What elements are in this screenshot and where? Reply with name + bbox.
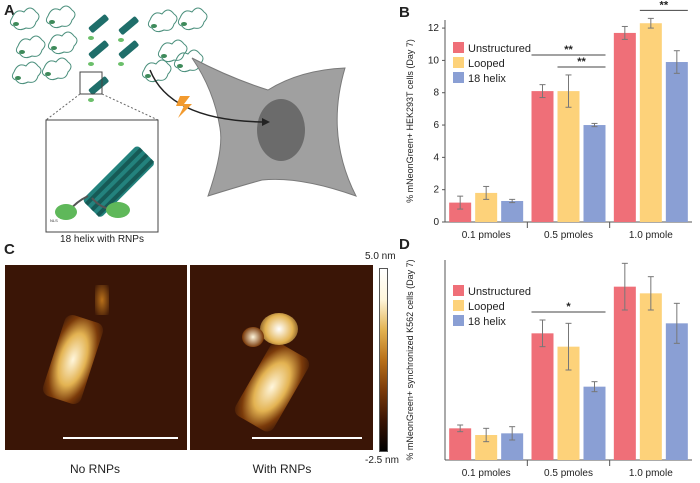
loaded-rnp-icons <box>141 7 208 83</box>
x-category-label: 0.1 pmoles <box>462 468 511 479</box>
bar <box>665 62 688 223</box>
afm-caption-no-rnps: No RNPs <box>69 462 120 476</box>
colorbar-min-label: -2.5 nm <box>365 455 399 466</box>
legend-swatch <box>453 72 464 83</box>
bar <box>449 202 472 222</box>
nucleus-icon <box>257 99 305 161</box>
legend-label: Looped <box>468 58 505 70</box>
bar <box>475 192 498 222</box>
panel-label-c: C <box>4 241 15 258</box>
bar <box>557 346 580 460</box>
nls-label: NLS <box>50 218 58 223</box>
bar <box>501 200 524 222</box>
y-tick-label: 2 <box>433 185 439 196</box>
y-tick-label: 6 <box>433 120 439 131</box>
chart-d-k562: % mNeonGreen+ synchronized K562 cells (D… <box>405 259 692 479</box>
bar <box>639 293 662 460</box>
bar <box>583 386 606 460</box>
scale-bar <box>63 437 178 439</box>
y-axis-label: % mNeonGreen+ HEK293T cells (Day 7) <box>405 39 415 203</box>
bar <box>501 433 524 460</box>
y-tick-label: 10 <box>428 55 440 66</box>
dna-origami-bundle-icon <box>88 13 140 102</box>
x-category-label: 0.5 pmoles <box>544 468 593 479</box>
bar <box>583 125 606 222</box>
bar <box>475 435 498 460</box>
panel-label-a: A <box>4 2 15 19</box>
rnp-complex-icon <box>9 5 78 85</box>
x-category-label: 1.0 pmole <box>629 468 673 479</box>
bar <box>531 333 554 460</box>
legend-label: Unstructured <box>468 43 531 55</box>
bar <box>613 32 636 222</box>
significance-marker: ** <box>577 56 586 68</box>
bar <box>665 323 688 460</box>
y-tick-label: 0 <box>433 217 439 228</box>
significance-marker: ** <box>660 0 669 11</box>
legend-label: Unstructured <box>468 286 531 298</box>
panel-label-d: D <box>399 236 410 253</box>
legend-swatch <box>453 315 464 326</box>
legend-label: Looped <box>468 301 505 313</box>
y-axis-label: % mNeonGreen+ synchronized K562 cells (D… <box>405 259 415 460</box>
bar <box>531 91 554 222</box>
x-category-label: 1.0 pmole <box>629 230 673 240</box>
bar <box>613 286 636 460</box>
bar <box>639 23 662 223</box>
colorbar-max-label: 5.0 nm <box>365 251 396 262</box>
inset-caption: 18 helix with RNPs <box>60 234 144 245</box>
scale-bar <box>252 437 362 439</box>
significance-marker: * <box>566 301 571 313</box>
significance-marker: ** <box>564 44 573 56</box>
legend-swatch <box>453 285 464 296</box>
y-tick-label: 8 <box>433 88 439 99</box>
electroporation-bolt-icon <box>176 96 192 118</box>
legend-label: 18 helix <box>468 73 506 85</box>
x-category-label: 0.5 pmoles <box>544 230 593 240</box>
afm-caption-with-rnps: With RNPs <box>252 462 312 476</box>
x-category-label: 0.1 pmoles <box>462 230 511 240</box>
legend-swatch <box>453 57 464 68</box>
bar <box>449 428 472 460</box>
legend-swatch <box>453 300 464 311</box>
chart-b-hek293t: 0 2 4 6 8 10 12 % mNeonGreen+ HEK293T cells (Da… <box>405 0 692 240</box>
panel-label-b: B <box>399 4 410 21</box>
panel-a-schematic: NLS <box>9 5 358 233</box>
height-colorbar <box>379 268 388 452</box>
y-tick-label: 4 <box>433 152 439 163</box>
afm-image-with-rnps <box>190 265 373 450</box>
bar <box>557 91 580 222</box>
legend-label: 18 helix <box>468 316 506 328</box>
legend-swatch <box>453 42 464 53</box>
y-tick-label: 12 <box>428 23 440 34</box>
afm-image-no-rnps <box>5 265 187 450</box>
